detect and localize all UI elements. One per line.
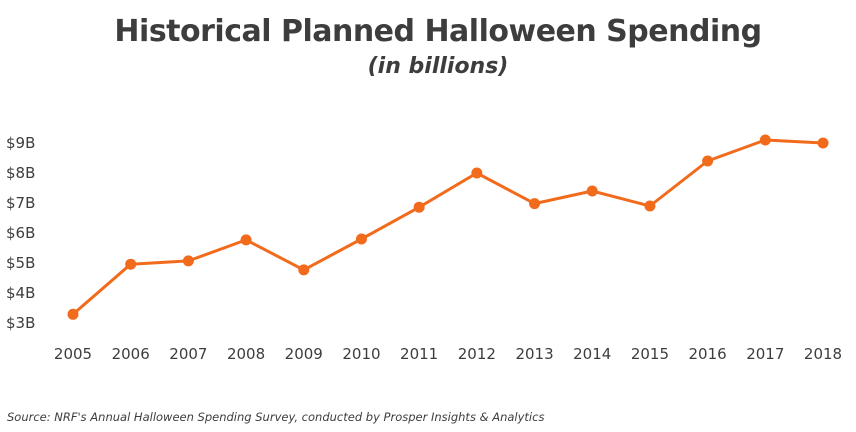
data-point bbox=[182, 255, 194, 267]
y-tick-label: $4B bbox=[6, 284, 35, 302]
data-point bbox=[817, 137, 829, 149]
data-point bbox=[125, 258, 137, 270]
data-point bbox=[586, 185, 598, 197]
y-tick-label: $6B bbox=[6, 224, 35, 242]
y-tick-label: $8B bbox=[6, 164, 35, 182]
x-tick-label: 2006 bbox=[112, 345, 150, 363]
series-line bbox=[71, 138, 825, 316]
data-point bbox=[240, 234, 252, 246]
x-axis-ticks: 2005 2006 2007 2008 2009 2010 2011 2012 2013 2014… bbox=[54, 345, 842, 363]
source-note: Source: NRF's Annual Halloween Spending … bbox=[7, 410, 545, 424]
chart-title: Historical Planned Halloween Spending bbox=[114, 14, 762, 49]
x-tick-label: 2016 bbox=[689, 345, 727, 363]
data-point bbox=[471, 167, 483, 179]
data-point bbox=[413, 201, 425, 213]
chart-subtitle: (in billions) bbox=[367, 54, 509, 79]
series-line-group bbox=[71, 138, 825, 316]
x-tick-label: 2013 bbox=[515, 345, 553, 363]
x-tick-label: 2018 bbox=[804, 345, 842, 363]
x-tick-label: 2014 bbox=[573, 345, 611, 363]
y-tick-label: $5B bbox=[6, 254, 35, 272]
x-tick-label: 2007 bbox=[169, 345, 207, 363]
data-point bbox=[702, 155, 714, 167]
x-tick-label: 2005 bbox=[54, 345, 92, 363]
y-tick-label: $9B bbox=[6, 134, 35, 152]
data-point bbox=[644, 200, 656, 212]
data-point bbox=[529, 198, 541, 210]
x-tick-label: 2009 bbox=[285, 345, 323, 363]
y-tick-label: $7B bbox=[6, 194, 35, 212]
x-tick-label: 2011 bbox=[400, 345, 438, 363]
data-point bbox=[759, 134, 771, 146]
data-point bbox=[67, 308, 79, 320]
data-point bbox=[298, 264, 310, 276]
series-points-group bbox=[67, 134, 829, 320]
x-tick-label: 2015 bbox=[631, 345, 669, 363]
x-tick-label: 2017 bbox=[746, 345, 784, 363]
x-tick-label: 2012 bbox=[458, 345, 496, 363]
y-tick-label: $3B bbox=[6, 314, 35, 332]
y-axis-ticks: $3B $4B $5B $6B $7B $8B $9B bbox=[6, 134, 35, 332]
x-tick-label: 2010 bbox=[342, 345, 380, 363]
data-point bbox=[355, 233, 367, 245]
x-tick-label: 2008 bbox=[227, 345, 265, 363]
